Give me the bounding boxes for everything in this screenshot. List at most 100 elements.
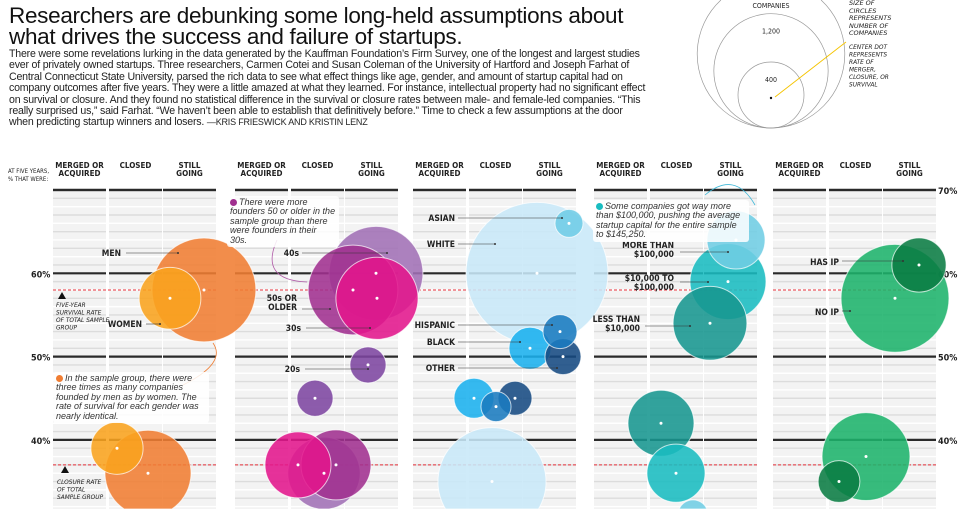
- note-capital-text: Some companies got way more than $100,00…: [596, 201, 741, 240]
- y-tick-label-right: 60%: [938, 270, 957, 280]
- survival-reference-label: OF TOTAL SAMPLE: [56, 316, 110, 324]
- leader-dot: [519, 341, 521, 343]
- column-header: CLOSED: [661, 161, 693, 170]
- arrow-capital: [704, 184, 756, 206]
- series-label: NO IP: [815, 308, 839, 318]
- survival-reference-label: FIVE-YEAR: [56, 301, 86, 309]
- center-dot: [917, 263, 921, 267]
- series-label: $10,000 TO $100,000: [625, 274, 675, 293]
- note-gender: In the sample group, there were three ti…: [53, 372, 209, 424]
- y-tick-label-left: 50%: [31, 354, 50, 364]
- column-header: MERGED OR: [775, 161, 824, 170]
- leader-dot: [369, 327, 371, 329]
- leader-dot: [159, 323, 161, 325]
- column-header: GOING: [717, 169, 744, 178]
- plus-bullet-icon: [596, 203, 603, 210]
- column-header: STILL: [899, 161, 921, 170]
- column-header: ACQUIRED: [600, 169, 642, 178]
- column-header: MERGED OR: [415, 161, 464, 170]
- legend-size-note: SIZE OF CIRCLES REPRESENTS NUMBER OF COM…: [849, 0, 892, 37]
- column-header: GOING: [176, 169, 203, 178]
- center-dot: [296, 463, 300, 467]
- center-dot: [375, 296, 379, 300]
- series-label: 50s OR OLDER: [267, 294, 297, 313]
- note-gender-text: In the sample group, there were three ti…: [56, 373, 199, 421]
- legend-dot-note: CLOSURE, OR: [849, 73, 889, 81]
- column-header: STILL: [179, 161, 201, 170]
- bubble-closed: [437, 427, 547, 509]
- intro-text: There were some revelations lurking in t…: [9, 48, 649, 129]
- closure-reference-label: SAMPLE GROUP: [57, 493, 104, 501]
- byline: —KRIS FRIESWICK AND KRISTIN LENZ: [206, 117, 368, 128]
- center-dot: [146, 471, 150, 475]
- series-label: WHITE: [427, 240, 455, 250]
- survival-reference-label: GROUP: [56, 324, 77, 332]
- center-dot: [567, 221, 571, 225]
- center-dot: [561, 355, 565, 359]
- column-header: GOING: [358, 169, 385, 178]
- leader-dot: [551, 324, 553, 326]
- column-header: ACQUIRED: [779, 169, 821, 178]
- note-age-text: There were more founders 50 or older in …: [230, 197, 336, 245]
- center-dot: [115, 446, 119, 450]
- center-dot: [313, 396, 317, 400]
- center-dot: [322, 471, 326, 475]
- arrow-age: [271, 239, 308, 283]
- leader-dot: [367, 368, 369, 370]
- legend-size-label: 400: [765, 76, 777, 84]
- legend-dot-note: REPRESENTS: [849, 51, 887, 59]
- column-header: GOING: [896, 169, 923, 178]
- leader-dot: [902, 260, 904, 262]
- legend-pointer-line: [774, 41, 847, 98]
- column-header: ACQUIRED: [241, 169, 283, 178]
- column-header: MERGED OR: [596, 161, 645, 170]
- leader-dot: [556, 367, 558, 369]
- series-label: WOMEN: [108, 320, 142, 330]
- y-tick-label-left: 40%: [31, 437, 50, 447]
- series-label: MORE THAN $100,000: [622, 241, 674, 260]
- axis-caption: AT FIVE YEARS,: [8, 168, 49, 175]
- series-label: HISPANIC: [415, 321, 456, 331]
- note-age: There were more founders 50 or older in …: [227, 196, 339, 248]
- center-dot: [726, 280, 730, 284]
- column-header: STILL: [720, 161, 742, 170]
- center-dot: [893, 296, 897, 300]
- center-dot: [864, 455, 868, 459]
- series-label: ASIAN: [428, 214, 455, 224]
- leader-dot: [329, 308, 331, 310]
- center-dot: [837, 480, 841, 484]
- leader-dot: [707, 281, 709, 283]
- series-label: OTHER: [426, 364, 455, 374]
- plus-bullet-icon: [230, 199, 237, 206]
- center-dot: [535, 271, 539, 275]
- center-dot: [472, 396, 476, 400]
- center-dot: [513, 396, 517, 400]
- column-header: GOING: [536, 169, 563, 178]
- column-header: CLOSED: [840, 161, 872, 170]
- legend-size-label: COMPANIES: [753, 2, 790, 10]
- center-dot: [374, 271, 378, 275]
- leader-dot: [689, 325, 691, 327]
- leader-dot: [494, 243, 496, 245]
- center-dot: [490, 480, 494, 484]
- center-dot: [558, 330, 562, 334]
- series-label: HAS IP: [810, 258, 839, 268]
- bubble-closed: [678, 499, 708, 509]
- legend-dot-note: CENTER DOT: [849, 43, 887, 51]
- legend-dot-note: RATE OF: [849, 58, 874, 66]
- axis-caption: % THAT WERE:: [8, 176, 48, 183]
- series-label: 30s: [286, 324, 302, 334]
- leader-dot: [177, 252, 179, 254]
- y-tick-label-right: 40%: [938, 437, 957, 447]
- legend-size-circle: [696, 0, 846, 129]
- column-header: CLOSED: [120, 161, 152, 170]
- column-header: ACQUIRED: [419, 169, 461, 178]
- y-tick-label-right: 70%: [938, 187, 957, 197]
- leader-dot: [386, 252, 388, 254]
- intro-body: There were some revelations lurking in t…: [9, 48, 646, 129]
- center-dot: [708, 321, 712, 325]
- survival-reference-label: SURVIVAL RATE: [56, 309, 102, 317]
- column-header: MERGED OR: [55, 161, 104, 170]
- center-dot: [659, 421, 663, 425]
